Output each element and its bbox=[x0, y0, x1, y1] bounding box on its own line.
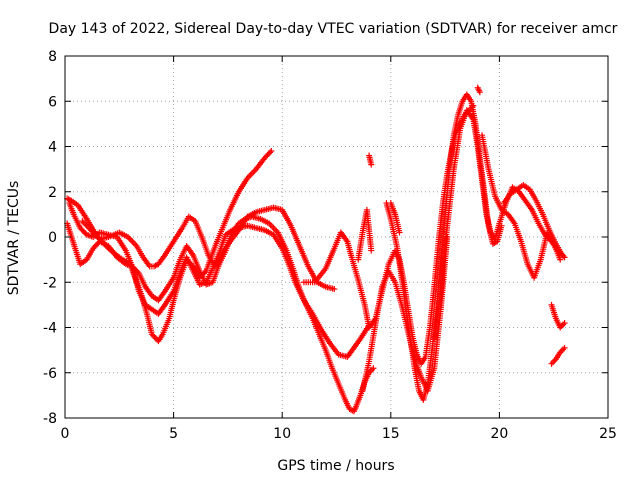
series-track-K bbox=[548, 344, 568, 367]
series-track-L bbox=[359, 234, 451, 394]
series-track-E bbox=[300, 102, 477, 367]
y-tick-label: -4 bbox=[43, 321, 57, 337]
data-point bbox=[94, 241, 101, 248]
y-tick-label: 8 bbox=[48, 49, 57, 65]
x-tick-label: 0 bbox=[61, 426, 70, 442]
data-point bbox=[263, 153, 270, 160]
series-track-I bbox=[500, 181, 566, 259]
data-point bbox=[79, 227, 86, 234]
data-point bbox=[559, 252, 566, 259]
y-tick-label: -8 bbox=[43, 411, 57, 427]
data-point bbox=[476, 89, 483, 96]
data-point bbox=[152, 335, 159, 342]
series-track-B bbox=[66, 200, 373, 360]
data-point bbox=[331, 286, 338, 293]
data-point bbox=[81, 229, 88, 236]
y-tick-label: 4 bbox=[48, 140, 57, 156]
data-point bbox=[557, 256, 564, 263]
data-point bbox=[77, 224, 84, 231]
data-point bbox=[134, 268, 141, 275]
series-track-M bbox=[355, 206, 375, 263]
data-point bbox=[368, 161, 375, 168]
data-point bbox=[444, 234, 451, 240]
data-point bbox=[267, 149, 274, 156]
data-point bbox=[264, 152, 271, 159]
series-track-H bbox=[479, 132, 564, 281]
data-point bbox=[151, 334, 158, 341]
x-tick-label: 15 bbox=[382, 426, 400, 442]
x-axis-label: GPS time / hours bbox=[277, 458, 394, 474]
data-point bbox=[370, 365, 377, 372]
series-track-C bbox=[64, 213, 377, 415]
axis-ticks: 0 5 10 15 20 25 -8 -6 -4 -2 0 2 4 6 8 bbox=[43, 49, 617, 442]
data-point bbox=[268, 148, 275, 155]
data-point bbox=[129, 263, 136, 270]
data-points bbox=[64, 84, 568, 415]
series-track-N bbox=[366, 152, 375, 168]
series-track-G bbox=[431, 107, 568, 342]
data-point bbox=[92, 242, 99, 249]
data-point bbox=[265, 150, 272, 157]
chart-title: Day 143 of 2022, Sidereal Day-to-day VTE… bbox=[49, 21, 618, 37]
data-point bbox=[91, 243, 98, 250]
x-tick-label: 10 bbox=[273, 426, 291, 442]
data-point bbox=[261, 154, 268, 161]
data-point bbox=[90, 245, 97, 252]
series-track-J bbox=[548, 301, 568, 331]
data-point bbox=[133, 267, 140, 274]
data-point bbox=[368, 247, 375, 254]
x-tick-label: 25 bbox=[599, 426, 617, 442]
series-track-O bbox=[387, 200, 403, 236]
y-tick-label: -6 bbox=[43, 366, 57, 382]
data-point bbox=[131, 266, 138, 273]
series-track-P bbox=[474, 84, 483, 96]
y-tick-label: 6 bbox=[48, 94, 57, 110]
data-point bbox=[561, 319, 568, 326]
data-point bbox=[396, 229, 403, 236]
data-point bbox=[78, 226, 85, 233]
y-tick-label: 0 bbox=[48, 230, 57, 246]
data-point bbox=[561, 344, 568, 351]
data-point bbox=[148, 331, 155, 338]
x-tick-label: 20 bbox=[490, 426, 508, 442]
y-tick-label: 2 bbox=[48, 185, 57, 201]
y-tick-label: -2 bbox=[43, 275, 57, 291]
x-tick-label: 5 bbox=[169, 426, 178, 442]
data-point bbox=[130, 264, 137, 271]
data-point bbox=[150, 332, 157, 339]
series-track-D bbox=[79, 204, 338, 293]
y-axis-label: SDTVAR / TECUs bbox=[6, 181, 22, 296]
